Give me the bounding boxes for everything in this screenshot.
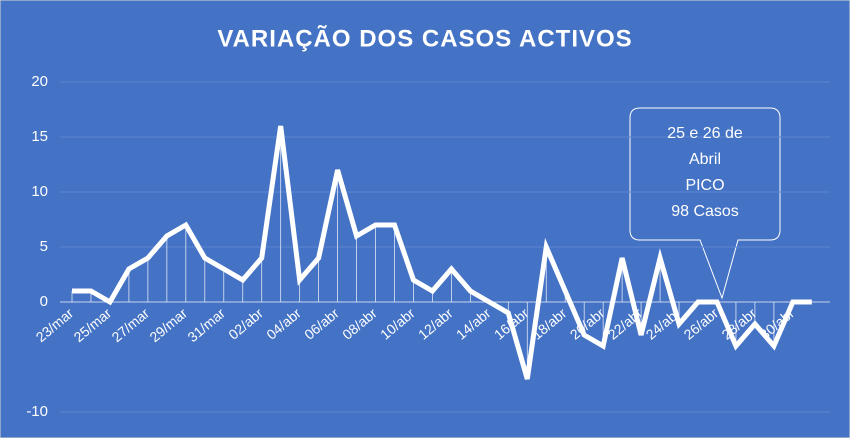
y-tick-label: -10 [26,403,48,420]
annotation: PICO [685,177,724,194]
annotation: 98 Casos [671,203,739,220]
y-tick-label: 10 [31,183,48,200]
callout [629,107,781,300]
y-tick-label: 20 [31,73,48,90]
annotation: 25 e 26 de [667,125,743,142]
y-tick-label: 5 [40,238,48,255]
y-tick-label: 15 [31,128,48,145]
chart-title: VARIAÇÃO DOS CASOS ACTIVOS [217,24,632,52]
y-tick-label: 0 [40,293,48,310]
line [72,125,812,380]
annotation: Abril [689,151,721,168]
